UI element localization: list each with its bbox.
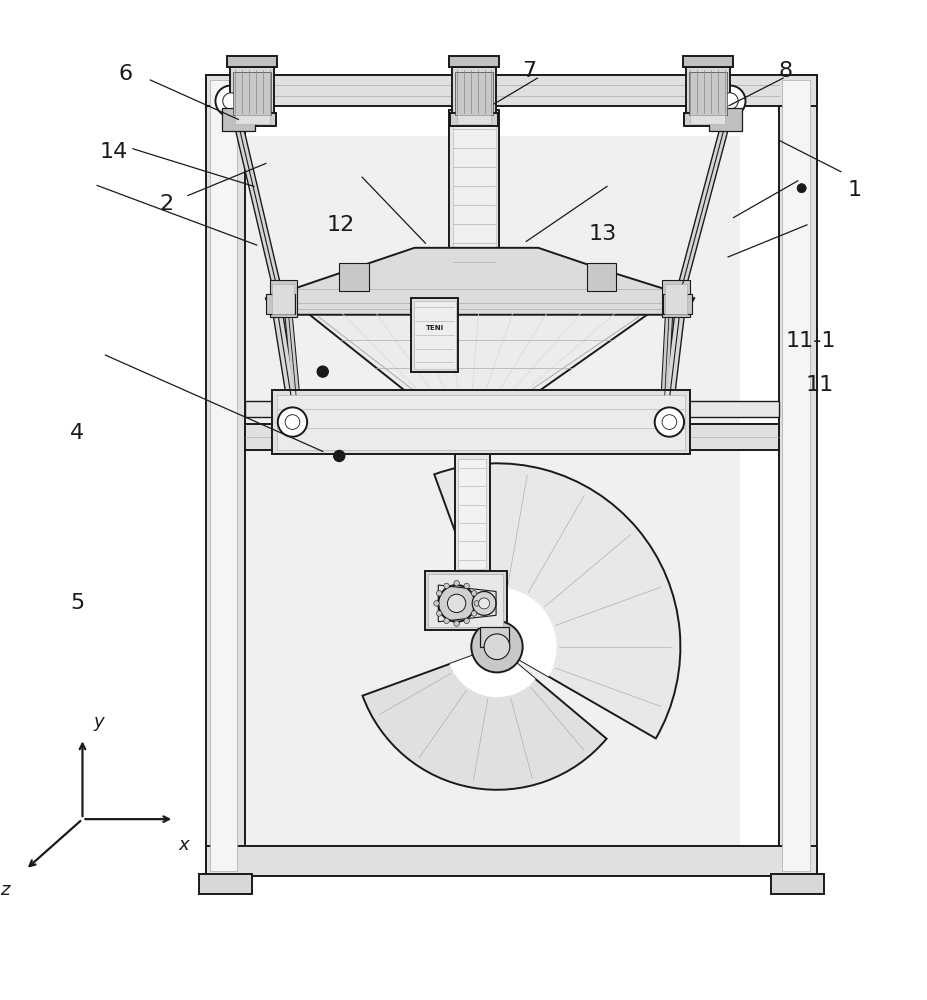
- Bar: [778, 75, 816, 876]
- Text: 11-1: 11-1: [784, 331, 835, 351]
- Text: 6: 6: [119, 64, 133, 84]
- Wedge shape: [362, 647, 606, 790]
- Text: x: x: [179, 836, 189, 854]
- Bar: [235, 115, 269, 124]
- Bar: [266, 294, 295, 314]
- Circle shape: [438, 585, 475, 622]
- Circle shape: [433, 601, 438, 606]
- Bar: [272, 284, 294, 314]
- Text: 1: 1: [846, 180, 861, 200]
- Bar: [427, 574, 502, 627]
- Circle shape: [484, 634, 509, 660]
- Bar: [685, 67, 730, 115]
- Bar: [413, 301, 455, 369]
- Wedge shape: [476, 587, 556, 677]
- Bar: [682, 56, 732, 67]
- Circle shape: [443, 618, 449, 624]
- Bar: [228, 113, 275, 126]
- Bar: [690, 115, 725, 124]
- Circle shape: [474, 601, 479, 606]
- Bar: [452, 115, 495, 275]
- Bar: [479, 627, 508, 647]
- Bar: [272, 390, 689, 454]
- Bar: [458, 459, 486, 569]
- Text: 7: 7: [522, 61, 536, 81]
- Circle shape: [447, 594, 465, 613]
- Text: 14: 14: [99, 142, 128, 162]
- Bar: [245, 401, 778, 417]
- Circle shape: [478, 598, 489, 609]
- Bar: [683, 113, 731, 126]
- Circle shape: [285, 415, 299, 429]
- Polygon shape: [306, 312, 651, 424]
- Text: 4: 4: [70, 423, 84, 443]
- Wedge shape: [434, 463, 679, 738]
- Circle shape: [453, 621, 459, 626]
- Circle shape: [215, 85, 247, 117]
- Bar: [664, 284, 686, 314]
- Bar: [449, 56, 499, 67]
- Bar: [451, 67, 496, 115]
- Text: z: z: [0, 881, 9, 899]
- Bar: [688, 72, 727, 115]
- Polygon shape: [266, 248, 693, 315]
- Wedge shape: [449, 647, 535, 697]
- Bar: [449, 110, 499, 280]
- Bar: [661, 280, 689, 317]
- Bar: [198, 874, 252, 894]
- Bar: [276, 395, 684, 450]
- Circle shape: [436, 591, 441, 596]
- Circle shape: [796, 184, 806, 193]
- Text: 12: 12: [326, 215, 355, 235]
- Bar: [450, 113, 498, 126]
- Bar: [233, 72, 271, 115]
- Bar: [586, 263, 616, 291]
- Circle shape: [436, 611, 441, 616]
- Circle shape: [471, 611, 476, 616]
- Circle shape: [471, 621, 522, 672]
- Bar: [245, 424, 778, 450]
- Bar: [424, 571, 506, 630]
- Circle shape: [472, 591, 496, 615]
- Circle shape: [464, 583, 469, 589]
- Bar: [454, 454, 489, 573]
- Text: 11: 11: [805, 375, 833, 395]
- Circle shape: [443, 583, 449, 589]
- Text: y: y: [94, 713, 104, 731]
- Bar: [210, 80, 237, 871]
- Circle shape: [317, 366, 328, 377]
- Bar: [222, 108, 255, 131]
- Bar: [206, 846, 816, 876]
- Bar: [411, 298, 458, 372]
- Bar: [206, 75, 816, 106]
- Text: 8: 8: [778, 61, 792, 81]
- Circle shape: [464, 618, 469, 624]
- Bar: [662, 294, 692, 314]
- Circle shape: [654, 407, 683, 437]
- Bar: [781, 80, 809, 871]
- Bar: [456, 115, 491, 124]
- Bar: [206, 75, 245, 876]
- Text: 5: 5: [70, 593, 84, 613]
- Bar: [454, 72, 493, 115]
- Text: 13: 13: [588, 224, 616, 244]
- Bar: [708, 108, 741, 131]
- Bar: [770, 874, 823, 894]
- Circle shape: [721, 93, 737, 109]
- Circle shape: [453, 580, 459, 586]
- Text: 2: 2: [159, 194, 173, 214]
- Bar: [227, 56, 276, 67]
- Circle shape: [277, 407, 307, 437]
- Bar: [230, 67, 273, 115]
- Circle shape: [661, 415, 676, 429]
- Circle shape: [222, 93, 239, 109]
- Bar: [269, 280, 297, 317]
- Bar: [339, 263, 368, 291]
- Bar: [245, 136, 739, 846]
- Circle shape: [471, 591, 476, 596]
- Circle shape: [714, 85, 744, 117]
- Circle shape: [334, 450, 344, 461]
- Text: TENI: TENI: [425, 325, 443, 331]
